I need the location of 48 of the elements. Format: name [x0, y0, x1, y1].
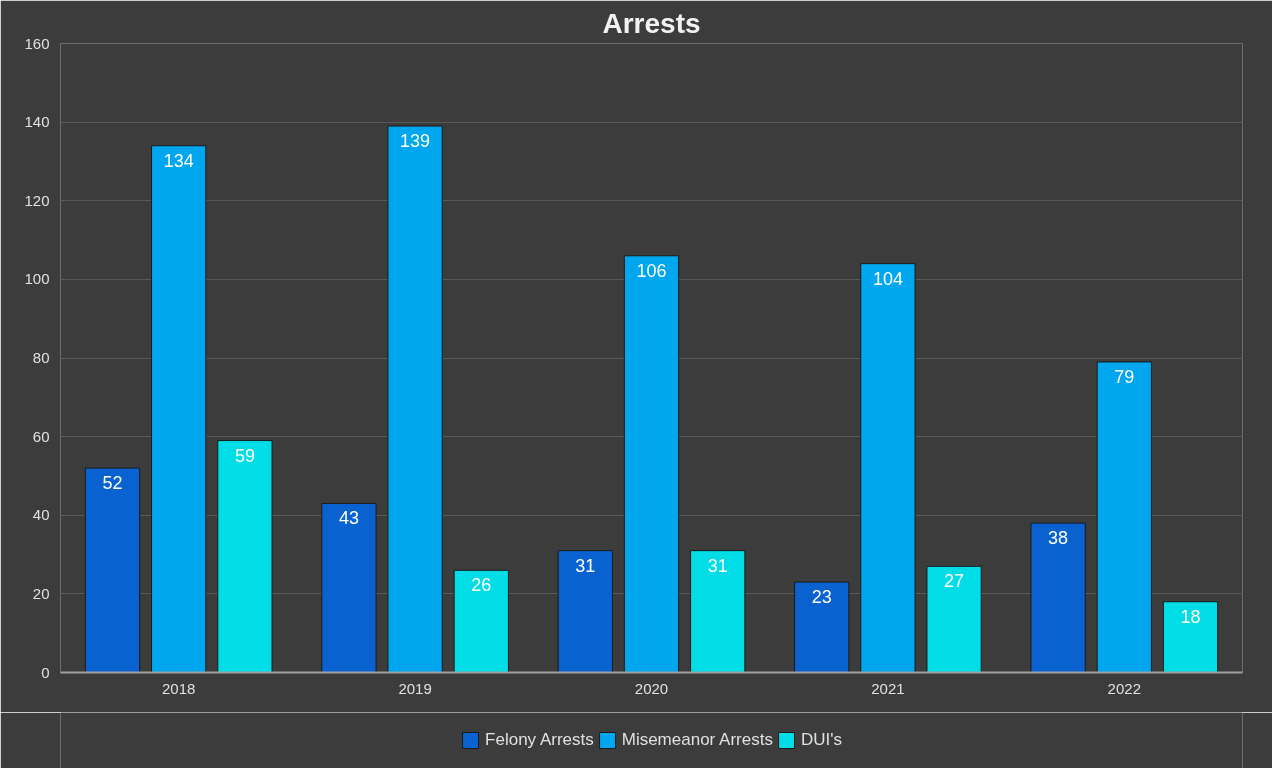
x-tick-label: 2021: [871, 679, 905, 697]
data-label: 79: [1114, 366, 1135, 387]
bar: [794, 581, 850, 673]
data-label: 31: [575, 555, 596, 576]
data-label: 59: [234, 445, 255, 466]
data-label: 27: [944, 571, 965, 592]
y-tick-label: 140: [24, 113, 50, 131]
bar: [557, 550, 613, 673]
bar: [151, 145, 207, 673]
data-label: 43: [338, 508, 359, 529]
bar: [453, 569, 509, 673]
x-tick-label: 2020: [634, 679, 669, 697]
legend-label: DUI's: [800, 730, 842, 750]
legend-label: Misemeanor Arrests: [621, 730, 773, 750]
data-label: 52: [102, 473, 123, 494]
chart-title: Arrests: [602, 7, 701, 39]
y-tick-label: 60: [32, 427, 50, 445]
bar: [860, 263, 916, 673]
data-label: 106: [636, 260, 667, 281]
data-label: 23: [811, 587, 832, 608]
bar: [1096, 361, 1152, 673]
legend-label: Felony Arrests: [485, 730, 594, 750]
x-tick-label: 2019: [398, 679, 432, 697]
y-tick-label: 160: [24, 34, 50, 52]
x-tick-label: 2022: [1107, 679, 1141, 697]
y-tick-label: 40: [32, 506, 50, 524]
data-label: 38: [1048, 528, 1069, 549]
data-label: 139: [400, 131, 431, 152]
y-tick-label: 100: [24, 270, 50, 288]
bar: [623, 255, 680, 673]
data-label: 134: [163, 150, 194, 171]
bar: [217, 440, 273, 673]
data-label: 18: [1180, 606, 1201, 627]
x-tick-label: 2018: [162, 679, 196, 697]
bar: [926, 565, 982, 673]
bar: [321, 502, 377, 673]
bar: [1030, 522, 1086, 673]
data-label: 104: [872, 268, 903, 289]
bar: [84, 467, 141, 673]
y-tick-label: 20: [32, 584, 50, 602]
bar: [387, 125, 443, 673]
y-tick-label: 80: [32, 349, 50, 366]
data-label: 26: [471, 575, 492, 596]
y-tick-label: 120: [24, 191, 50, 209]
bar: [1162, 601, 1219, 673]
y-tick-label: 0: [41, 663, 50, 681]
data-label: 31: [707, 555, 728, 576]
bar: [690, 550, 746, 673]
